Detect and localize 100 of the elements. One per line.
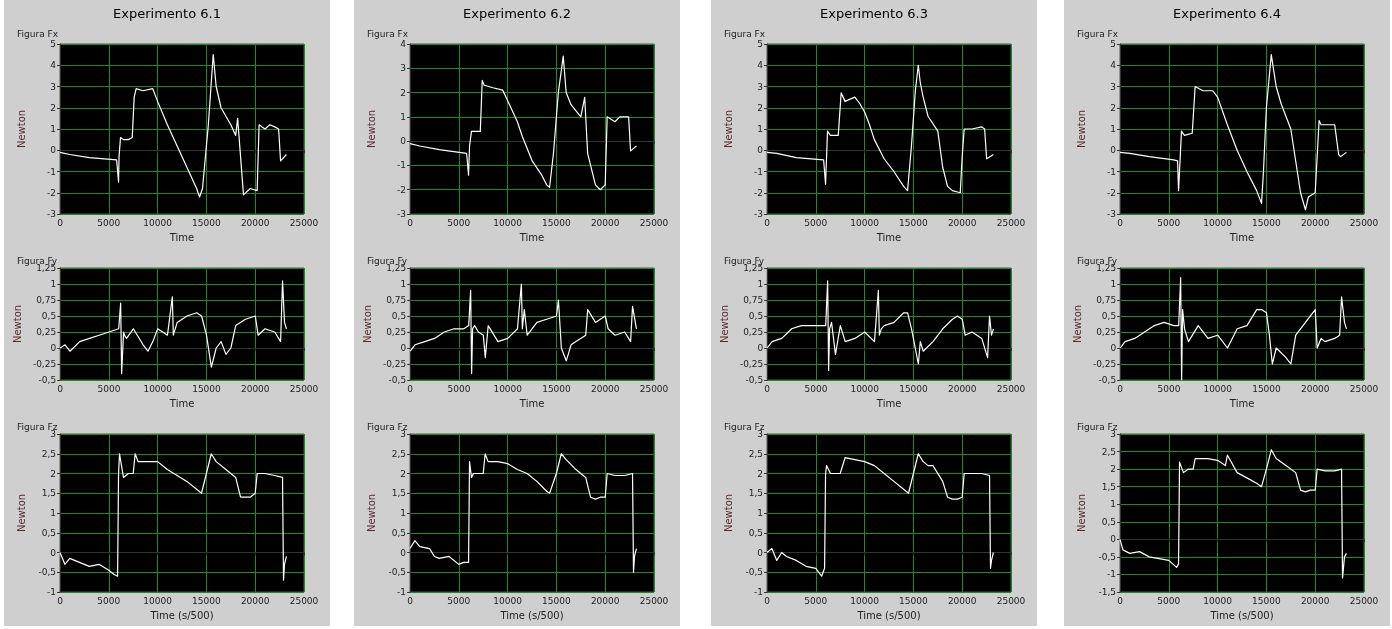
- x-axis-title: Time: [168, 231, 195, 243]
- y-tick-label: 0,5: [391, 527, 406, 538]
- x-axis-title: Time: [875, 231, 902, 243]
- x-tick-label: 25000: [639, 383, 669, 394]
- y-tick-label: 0,25: [1096, 327, 1117, 337]
- chart-title: Figura Fz: [367, 421, 408, 432]
- y-tick-label: -1: [397, 160, 406, 171]
- x-tick-label: 15000: [1252, 217, 1281, 228]
- line-series: [766, 280, 995, 371]
- chart-title: Experimento 6.2: [463, 6, 571, 21]
- y-axis-title: Newton: [365, 493, 377, 533]
- y-tick-label: 0,5: [748, 311, 764, 321]
- x-tick-label: 5000: [97, 383, 121, 394]
- y-tick-label: 2: [757, 102, 763, 113]
- y-tick-label: 1,25: [36, 263, 57, 273]
- y-axis-title: Newton: [361, 304, 373, 344]
- y-axis-title: Newton: [15, 109, 27, 149]
- y-tick-label: 4: [50, 60, 57, 71]
- x-tick-label: 5000: [1157, 217, 1181, 228]
- y-tick-label: 1,25: [743, 263, 764, 273]
- y-tick-label: 1: [1110, 499, 1116, 510]
- x-tick-label: 15000: [899, 383, 929, 394]
- y-tick-label: -3: [397, 209, 406, 219]
- x-tick-label: 25000: [289, 383, 319, 394]
- y-tick-label: -0,5: [1098, 551, 1116, 562]
- y-tick-label: 1: [1110, 124, 1116, 134]
- x-tick-label: 10000: [850, 595, 880, 606]
- y-tick-label: 0: [1110, 145, 1117, 156]
- y-tick-label: 1,25: [1096, 263, 1117, 273]
- line-series: [409, 453, 638, 573]
- chart-title: Figura Fz: [724, 421, 765, 432]
- y-tick-label: 4: [1110, 60, 1117, 71]
- x-tick-label: 25000: [639, 595, 669, 606]
- y-axis-title: Newton: [722, 109, 734, 149]
- x-tick-label: 25000: [996, 217, 1026, 228]
- x-axis-title: Time (s/500): [1209, 609, 1274, 621]
- y-tick-label: -1: [47, 587, 56, 597]
- x-tick-label: 20000: [240, 595, 270, 606]
- chart-title: Experimento 6.1: [113, 6, 221, 21]
- x-tick-label: 5000: [97, 217, 121, 228]
- y-tick-label: -0,5: [388, 375, 407, 385]
- line-series: [59, 54, 288, 198]
- x-tick-label: 5000: [447, 383, 471, 394]
- x-tick-label: 0: [407, 595, 414, 606]
- y-tick-label: 3: [400, 429, 406, 439]
- chart-title: Figura Fz: [1077, 421, 1118, 432]
- x-axis-title: Time: [518, 231, 545, 243]
- y-tick-label: 1: [50, 279, 57, 289]
- x-tick-label: 0: [57, 217, 64, 228]
- y-tick-label: 2: [757, 468, 763, 479]
- y-tick-label: -0,5: [388, 567, 406, 578]
- y-axis-title: Newton: [722, 493, 734, 533]
- x-tick-label: 0: [407, 383, 414, 394]
- line-series: [1119, 54, 1348, 211]
- y-tick-label: 0: [757, 343, 764, 353]
- x-axis-title: Time (s/500): [856, 609, 921, 621]
- y-tick-label: 0,5: [391, 311, 407, 321]
- x-tick-label: 10000: [850, 217, 880, 228]
- y-tick-label: -1,5: [1098, 587, 1116, 597]
- x-axis-title: Time: [168, 397, 195, 409]
- x-tick-label: 0: [1117, 217, 1124, 228]
- x-axis-title: Time: [875, 397, 902, 409]
- y-tick-label: 2,5: [1101, 446, 1116, 457]
- y-tick-label: 3: [757, 81, 763, 92]
- x-tick-label: 15000: [542, 217, 571, 228]
- chart-subtitle: Figura Fx: [367, 28, 409, 39]
- line-series: [409, 283, 638, 375]
- x-tick-label: 5000: [804, 383, 828, 394]
- y-tick-label: -3: [1107, 209, 1116, 219]
- y-tick-label: 1: [400, 111, 406, 122]
- y-tick-label: 0: [50, 145, 57, 156]
- x-tick-label: 20000: [1300, 217, 1330, 228]
- y-tick-label: 0,5: [41, 527, 56, 538]
- y-tick-label: 0,75: [1096, 295, 1117, 305]
- y-tick-label: -0,5: [745, 567, 763, 578]
- x-tick-label: 15000: [192, 383, 222, 394]
- y-axis-title: Newton: [15, 493, 27, 533]
- y-tick-label: -1: [397, 587, 406, 597]
- y-tick-label: 0: [400, 343, 407, 353]
- y-tick-label: -0,25: [382, 359, 407, 369]
- x-tick-label: 5000: [1157, 383, 1181, 394]
- x-tick-label: 10000: [850, 383, 880, 394]
- y-tick-label: 1,5: [1101, 481, 1116, 492]
- line-series: [1119, 449, 1348, 579]
- y-tick-label: 3: [1110, 429, 1116, 439]
- chart-subtitle: Figura Fx: [1077, 28, 1119, 39]
- y-tick-label: 1: [1110, 279, 1117, 289]
- y-tick-label: 0,25: [743, 327, 764, 337]
- y-tick-label: 0,75: [743, 295, 764, 305]
- x-tick-label: 0: [764, 595, 771, 606]
- x-tick-label: 25000: [289, 595, 319, 606]
- y-tick-label: 2: [1110, 102, 1116, 113]
- chart-title: Figura Fz: [17, 421, 58, 432]
- x-tick-label: 10000: [493, 595, 523, 606]
- y-tick-label: 3: [757, 429, 763, 439]
- x-tick-label: 25000: [1349, 595, 1379, 606]
- y-tick-label: -0,5: [745, 375, 764, 385]
- x-tick-label: 5000: [447, 595, 471, 606]
- x-tick-label: 25000: [289, 217, 319, 228]
- x-tick-label: 0: [764, 383, 771, 394]
